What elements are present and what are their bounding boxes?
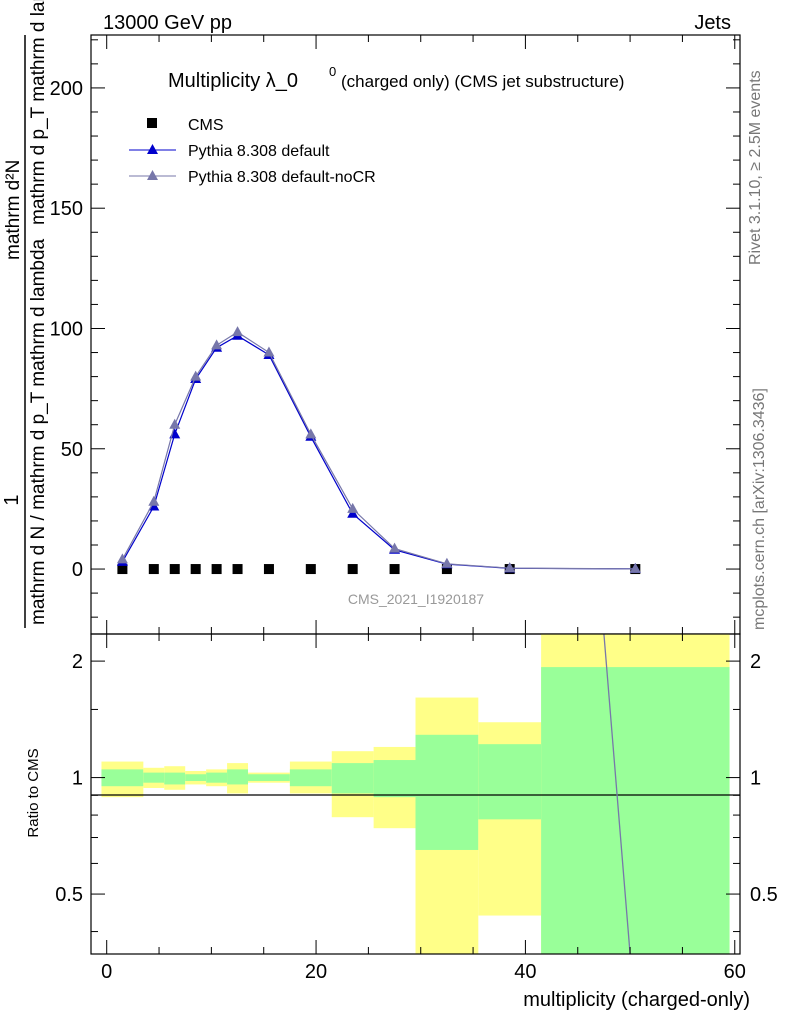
title-main: Multiplicity λ_0 xyxy=(168,70,298,92)
series-marker-2 xyxy=(169,418,181,429)
x-ticks: 0 20 40 60 xyxy=(101,634,746,983)
x-tick-label: 40 xyxy=(514,961,536,983)
cms-point xyxy=(441,564,452,575)
green-band xyxy=(248,774,290,781)
green-band xyxy=(331,763,374,794)
ratio-panel: 0.5 0.5 1 1 2 2 Ratio to CMS 0 20 40 60 multipli… xyxy=(25,633,778,1011)
series-marker-2 xyxy=(389,542,401,553)
cms-point xyxy=(190,564,201,575)
cms-point xyxy=(305,564,316,575)
green-band xyxy=(227,769,249,785)
title-sup: 0 xyxy=(329,64,336,79)
green-band xyxy=(415,734,479,850)
ratio-ticks: 0.5 0.5 1 1 2 2 xyxy=(55,651,778,933)
main-ticks: 0 50 100 150 200 xyxy=(50,35,740,634)
x-tick-label: 60 xyxy=(724,961,746,983)
y-tick-label: 200 xyxy=(50,78,83,100)
cms-point xyxy=(117,564,128,575)
ratio-nocr-line xyxy=(603,633,631,955)
ratio-tick-label-right: 0.5 xyxy=(750,884,778,906)
series-marker-2 xyxy=(305,428,317,439)
ratio-tick-label: 2 xyxy=(72,651,83,673)
ratio-bands xyxy=(101,634,730,954)
cms-point xyxy=(232,564,243,575)
main-ylabel: 1 mathrm d N / mathrm d p_T mathrm d lam… xyxy=(1,0,49,628)
green-band xyxy=(289,769,332,787)
y-tick-label: 0 xyxy=(72,559,83,581)
legend-default-marker xyxy=(147,144,158,154)
series-marker-2 xyxy=(190,370,202,381)
legend-nocr-label: Pythia 8.308 default-noCR xyxy=(188,169,376,186)
legend-nocr-marker xyxy=(147,170,158,180)
y-tick-label: 150 xyxy=(50,198,83,220)
ylabel-top-line-2: mathrm d p_T mathrm d lambda xyxy=(28,0,49,225)
series-marker-2 xyxy=(211,339,223,350)
main-panel: 0 50 100 150 200 CMS_2021_I1920187 Multiplic… xyxy=(50,34,741,635)
x-tick-label: 20 xyxy=(305,961,327,983)
legend-cms-marker xyxy=(147,118,157,128)
legend-cms-label: CMS xyxy=(188,117,224,134)
series-line-2 xyxy=(121,331,636,570)
green-band xyxy=(164,772,186,785)
series-marker-2 xyxy=(504,562,516,573)
watermark: CMS_2021_I1920187 xyxy=(348,591,484,607)
green-band xyxy=(206,772,228,783)
green-band xyxy=(101,769,144,787)
ratio-ylabel: Ratio to CMS xyxy=(25,748,42,837)
green-band xyxy=(143,772,165,783)
ratio-line xyxy=(603,633,631,955)
ratio-frame xyxy=(90,633,741,955)
series-marker-2 xyxy=(441,557,453,568)
cms-point xyxy=(347,564,358,575)
ratio-tick-label: 1 xyxy=(72,768,83,790)
cms-point xyxy=(211,564,222,575)
legend-default-label: Pythia 8.308 default xyxy=(188,143,330,160)
ratio-tick-label-right: 1 xyxy=(750,768,761,790)
green-band xyxy=(478,744,542,820)
x-axis-label: multiplicity (charged-only) xyxy=(523,989,750,1011)
series-marker-2 xyxy=(347,502,359,513)
ratio-tick-label: 0.5 xyxy=(55,884,83,906)
legend: CMS Pythia 8.308 default Pythia 8.308 de… xyxy=(129,117,376,186)
y-tick-label: 50 xyxy=(61,439,83,461)
ylabel-top-line: mathrm d²N xyxy=(3,160,24,260)
mcplots-label: mcplots.cern.ch [arXiv:1306.3436] xyxy=(751,388,768,630)
x-tick-label: 0 xyxy=(101,961,112,983)
ratio-tick-label-right: 2 xyxy=(750,651,761,673)
cms-point xyxy=(263,564,274,575)
rivet-label: Rivet 3.1.10, ≥ 2.5M events xyxy=(747,70,764,265)
ylabel-denominator: mathrm d N / mathrm d p_T mathrm d lambd… xyxy=(28,238,49,625)
cms-point xyxy=(169,564,180,575)
series-marker-2 xyxy=(116,553,128,564)
cms-point xyxy=(389,564,400,575)
cms-point xyxy=(148,564,159,575)
series-marker-2 xyxy=(263,346,275,357)
chart-title: Multiplicity λ_0 0 (charged only) (CMS j… xyxy=(168,64,624,92)
series-marker-2 xyxy=(232,326,244,337)
series-marker-2 xyxy=(148,495,160,506)
ylabel-numerator: 1 xyxy=(1,494,23,505)
header-left: 13000 GeV pp xyxy=(103,12,232,34)
green-band xyxy=(185,774,207,781)
green-band xyxy=(373,760,416,798)
header-right: Jets xyxy=(694,12,731,34)
main-series xyxy=(116,326,641,575)
series-marker-2 xyxy=(629,562,641,573)
title-paren: (charged only) (CMS jet substructure) xyxy=(341,72,624,91)
y-tick-label: 100 xyxy=(50,318,83,340)
green-band xyxy=(541,667,730,954)
